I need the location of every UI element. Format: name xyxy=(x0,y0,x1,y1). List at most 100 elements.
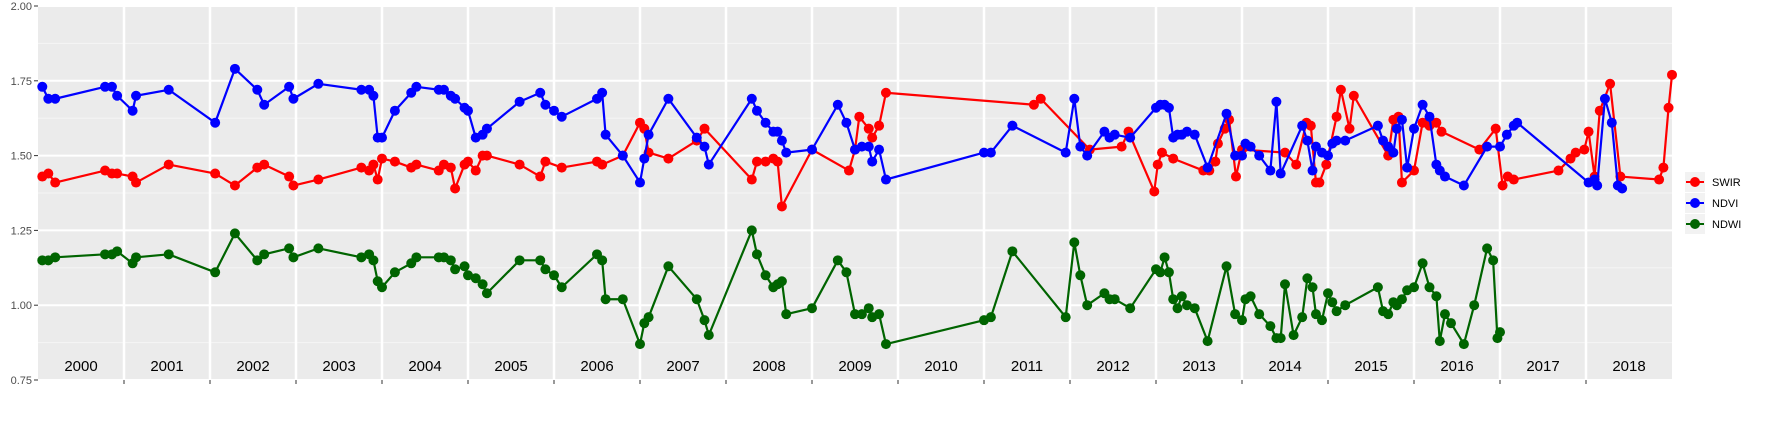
data-point-swir xyxy=(1168,153,1179,164)
data-point-ndvi xyxy=(514,96,525,107)
data-point-ndwi xyxy=(1069,237,1080,248)
data-point-ndvi xyxy=(1592,180,1603,191)
data-point-ndwi xyxy=(1159,252,1170,263)
data-point-ndwi xyxy=(635,339,645,350)
year-label: 2000 xyxy=(64,358,97,375)
data-point-ndwi xyxy=(535,255,546,266)
data-point-ndvi xyxy=(127,105,138,116)
data-point-swir xyxy=(874,120,885,131)
y-tick-label: 1.00 xyxy=(11,300,32,312)
data-point-ndvi xyxy=(37,81,48,92)
y-tick-label: 2.00 xyxy=(11,1,32,13)
data-point-ndvi xyxy=(1599,93,1610,104)
data-point-ndwi xyxy=(481,288,492,299)
data-point-ndwi xyxy=(210,267,221,278)
data-point-ndwi xyxy=(1434,336,1445,347)
data-point-ndwi xyxy=(1181,300,1192,311)
data-point-ndwi xyxy=(841,267,852,278)
data-point-ndwi xyxy=(377,282,387,293)
data-point-ndwi xyxy=(50,252,61,263)
data-point-ndwi xyxy=(445,255,456,266)
data-point-ndvi xyxy=(1265,165,1276,176)
data-point-ndwi xyxy=(288,252,299,263)
data-point-ndwi xyxy=(1439,309,1450,320)
data-point-ndwi xyxy=(1327,297,1338,308)
data-point-swir xyxy=(867,132,878,143)
data-point-swir xyxy=(854,111,865,122)
data-point-ndvi xyxy=(1424,111,1435,122)
year-label: 2001 xyxy=(150,358,183,375)
data-point-ndvi xyxy=(1189,129,1200,140)
data-point-ndvi xyxy=(284,81,295,92)
data-point-ndwi xyxy=(477,279,488,290)
data-point-ndvi xyxy=(1323,150,1333,161)
data-point-swir xyxy=(1431,117,1442,128)
data-point-ndvi xyxy=(776,135,787,146)
data-point-ndvi xyxy=(1391,123,1402,134)
data-point-swir xyxy=(50,177,61,188)
series-swir xyxy=(37,69,1677,212)
data-point-ndvi xyxy=(1202,162,1213,173)
data-point-ndvi xyxy=(617,150,628,161)
data-point-swir xyxy=(1314,177,1325,188)
data-point-ndvi xyxy=(691,132,702,143)
data-point-ndvi xyxy=(597,87,608,98)
data-point-ndwi xyxy=(470,273,481,284)
data-point-ndvi xyxy=(863,141,874,152)
data-point-ndvi xyxy=(450,93,461,104)
data-point-ndvi xyxy=(50,93,61,104)
data-point-ndvi xyxy=(411,81,422,92)
data-point-ndwi xyxy=(1288,330,1299,341)
x-axis: 2000 2001 2002 2003 2004 2005 2006 2007 2008 2009… xyxy=(64,358,1646,384)
data-point-ndwi xyxy=(112,246,123,257)
data-point-ndvi xyxy=(841,117,852,128)
data-point-ndvi xyxy=(540,99,551,110)
data-point-ndwi xyxy=(1275,333,1286,344)
data-point-swir xyxy=(259,159,270,170)
data-point-swir xyxy=(514,159,525,170)
data-point-swir xyxy=(356,162,367,173)
data-point-ndvi xyxy=(1082,150,1093,161)
data-point-ndwi xyxy=(1254,309,1265,320)
data-point-swir xyxy=(1508,174,1519,185)
data-point-ndwi xyxy=(617,294,628,305)
data-point-ndwi xyxy=(1280,279,1290,290)
data-point-swir xyxy=(540,156,551,167)
data-point-ndwi xyxy=(1482,243,1493,254)
data-point-ndwi xyxy=(643,312,654,323)
data-point-ndvi xyxy=(100,81,111,92)
data-point-swir xyxy=(1035,93,1046,104)
data-point-ndwi xyxy=(1488,255,1499,266)
data-point-ndvi xyxy=(229,63,240,74)
data-point-swir xyxy=(746,174,757,185)
data-point-ndwi xyxy=(1109,294,1120,305)
data-point-ndvi xyxy=(1181,126,1192,137)
data-point-swir xyxy=(1654,174,1665,185)
year-label: 2009 xyxy=(838,358,871,375)
series-line-ndvi xyxy=(41,67,1623,190)
series-ndvi xyxy=(37,63,1628,194)
data-point-ndvi xyxy=(979,147,989,158)
data-point-swir xyxy=(450,183,461,194)
series-layer xyxy=(37,63,1677,350)
data-point-ndvi xyxy=(356,84,367,95)
data-point-ndvi xyxy=(1075,141,1086,152)
data-point-ndvi xyxy=(1109,129,1120,140)
data-point-ndvi xyxy=(389,105,400,116)
data-point-swir xyxy=(663,153,674,164)
data-point-ndwi xyxy=(1372,282,1383,293)
year-label: 2016 xyxy=(1440,358,1473,375)
data-point-ndwi xyxy=(699,315,710,326)
data-point-swir xyxy=(1230,171,1241,182)
data-point-ndwi xyxy=(1445,318,1456,329)
data-point-swir xyxy=(843,165,854,176)
data-point-ndvi xyxy=(1402,162,1413,173)
data-point-ndwi xyxy=(703,330,714,341)
data-point-ndvi xyxy=(1060,147,1071,158)
data-point-ndvi xyxy=(252,84,263,95)
legend-label: SWIR xyxy=(1712,177,1741,189)
data-point-ndvi xyxy=(1230,150,1241,161)
data-point-ndvi xyxy=(43,93,54,104)
data-point-swir xyxy=(1594,105,1605,116)
data-point-ndvi xyxy=(760,117,771,128)
